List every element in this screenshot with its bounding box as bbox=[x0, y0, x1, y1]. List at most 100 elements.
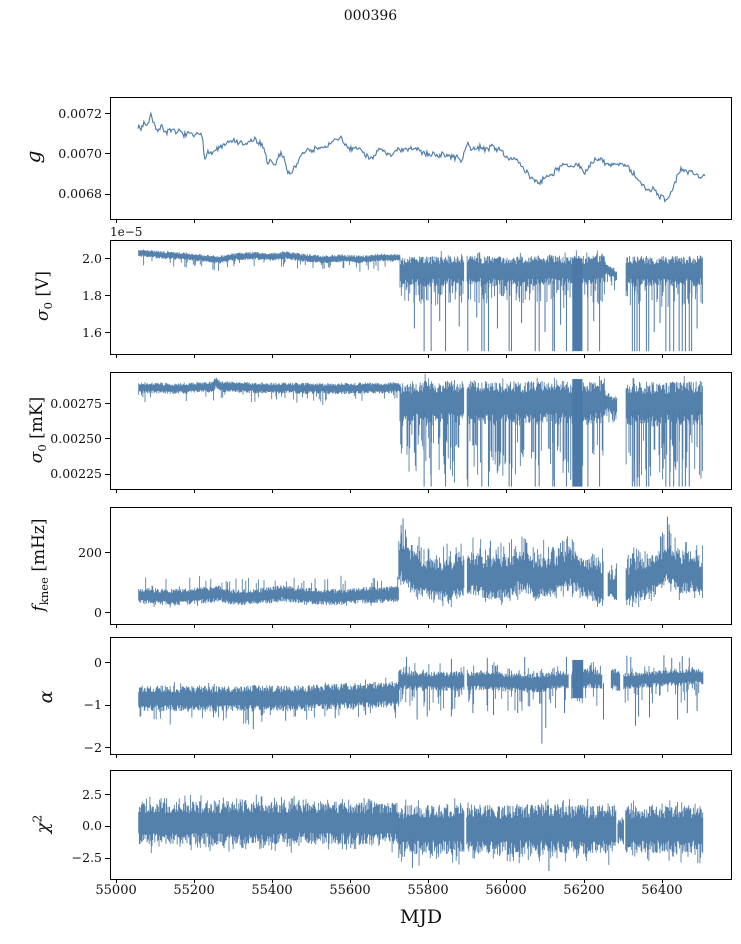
y-tick-label: 200 bbox=[78, 544, 102, 560]
y-tickmark bbox=[105, 747, 110, 749]
x-tickmark bbox=[350, 754, 352, 758]
plot-canvas-sigma0-V bbox=[111, 240, 731, 353]
y-tick-label: 0.0070 bbox=[58, 145, 102, 161]
y-axis-label-sigma0-mK: σ0 [mK] bbox=[26, 396, 50, 464]
y-tick-label: 0.0068 bbox=[58, 186, 102, 202]
x-tickmark bbox=[661, 489, 663, 493]
x-tickmark bbox=[350, 624, 352, 628]
x-tickmark bbox=[661, 879, 663, 883]
x-tickmark bbox=[506, 219, 507, 223]
y-tickmark bbox=[105, 258, 110, 260]
x-tickmark bbox=[350, 219, 352, 223]
y-axis-label-chi2: χ2 bbox=[30, 814, 54, 834]
x-tickmark bbox=[506, 354, 507, 358]
x-tickmark bbox=[116, 219, 118, 223]
plot-canvas-g bbox=[111, 97, 731, 218]
x-tickmark bbox=[506, 624, 507, 628]
x-tickmark bbox=[116, 754, 118, 758]
x-tickmark bbox=[350, 879, 352, 883]
x-tickmark bbox=[194, 219, 196, 223]
x-tickmark bbox=[583, 754, 585, 758]
x-tickmark bbox=[272, 489, 274, 493]
x-tick-label: 56200 bbox=[563, 883, 605, 898]
x-tickmark bbox=[350, 489, 352, 493]
y-tick-label: 0 bbox=[94, 604, 102, 620]
y-tick-label: 2.5 bbox=[82, 786, 102, 802]
x-tickmark bbox=[583, 489, 585, 493]
y-tickmark bbox=[105, 473, 110, 475]
x-tickmark bbox=[661, 354, 663, 358]
y-tickmark bbox=[105, 612, 110, 614]
y-tick-label: −2 bbox=[83, 739, 102, 755]
x-tickmark bbox=[428, 354, 430, 358]
y-tickmark bbox=[105, 295, 110, 297]
offset-text-sigma0-V: 1e−5 bbox=[110, 225, 143, 239]
x-tickmark bbox=[583, 219, 585, 223]
x-tickmark bbox=[506, 489, 507, 493]
x-tickmark bbox=[428, 624, 430, 628]
plot-canvas-alpha bbox=[111, 637, 731, 753]
x-tick-label: 55800 bbox=[407, 883, 449, 898]
y-tick-label: 0 bbox=[94, 654, 102, 670]
x-tick-label: 56000 bbox=[485, 883, 527, 898]
x-tickmark bbox=[116, 354, 118, 358]
x-tickmark bbox=[506, 754, 507, 758]
x-tickmark bbox=[583, 624, 585, 628]
x-tickmark bbox=[194, 754, 196, 758]
x-tickmark bbox=[428, 219, 430, 223]
y-tickmark bbox=[105, 153, 110, 155]
plot-canvas-fknee bbox=[111, 507, 731, 623]
x-tickmark bbox=[428, 754, 430, 758]
x-tick-label: 55200 bbox=[173, 883, 215, 898]
x-tick-label: 55000 bbox=[95, 883, 137, 898]
y-tick-label: −1 bbox=[83, 696, 102, 712]
y-tick-label: 0.0 bbox=[82, 818, 102, 834]
y-tick-label: 2.0 bbox=[82, 250, 102, 266]
y-tickmark bbox=[105, 113, 110, 115]
x-tickmark bbox=[272, 219, 274, 223]
y-axis-label-alpha: α bbox=[35, 690, 57, 704]
plot-canvas-sigma0-mK bbox=[111, 372, 731, 488]
y-axis-label-sigma0-V: σ0 [V] bbox=[32, 271, 56, 321]
x-tickmark bbox=[272, 879, 274, 883]
y-tickmark bbox=[105, 704, 110, 706]
x-tickmark bbox=[272, 624, 274, 628]
y-tickmark bbox=[105, 332, 110, 334]
x-tickmark bbox=[272, 754, 274, 758]
x-tickmark bbox=[116, 624, 118, 628]
x-tickmark bbox=[194, 489, 196, 493]
y-tickmark bbox=[105, 794, 110, 796]
y-tickmark bbox=[105, 857, 110, 859]
x-tickmark bbox=[583, 354, 585, 358]
x-axis-title: MJD bbox=[399, 906, 443, 928]
x-tickmark bbox=[583, 879, 585, 883]
y-tickmark bbox=[105, 662, 110, 664]
x-tickmark bbox=[506, 879, 507, 883]
y-tickmark bbox=[105, 403, 110, 405]
y-tick-label: 1.8 bbox=[82, 287, 102, 303]
y-tick-label: 0.00250 bbox=[50, 430, 102, 446]
x-tickmark bbox=[661, 219, 663, 223]
x-tick-label: 56400 bbox=[641, 883, 683, 898]
x-tick-label: 55400 bbox=[251, 883, 293, 898]
y-tick-label: 0.00225 bbox=[50, 466, 102, 482]
x-tickmark bbox=[428, 879, 430, 883]
y-tick-label: 0.00275 bbox=[50, 395, 102, 411]
x-tickmark bbox=[661, 624, 663, 628]
y-axis-label-g: g bbox=[21, 150, 45, 164]
y-axis-label-fknee: fknee [mHz] bbox=[28, 518, 52, 612]
x-tickmark bbox=[428, 489, 430, 493]
y-tickmark bbox=[105, 825, 110, 827]
y-tickmark bbox=[105, 193, 110, 195]
x-tick-label: 55600 bbox=[329, 883, 371, 898]
x-tickmark bbox=[116, 879, 118, 883]
x-tickmark bbox=[272, 354, 274, 358]
x-tickmark bbox=[661, 754, 663, 758]
x-tickmark bbox=[116, 489, 118, 493]
plot-canvas-chi2 bbox=[111, 770, 731, 878]
y-tickmark bbox=[105, 438, 110, 440]
y-tick-label: 0.0072 bbox=[58, 105, 102, 121]
x-tickmark bbox=[194, 354, 196, 358]
y-tick-label: −2.5 bbox=[71, 849, 102, 865]
x-tickmark bbox=[194, 879, 196, 883]
